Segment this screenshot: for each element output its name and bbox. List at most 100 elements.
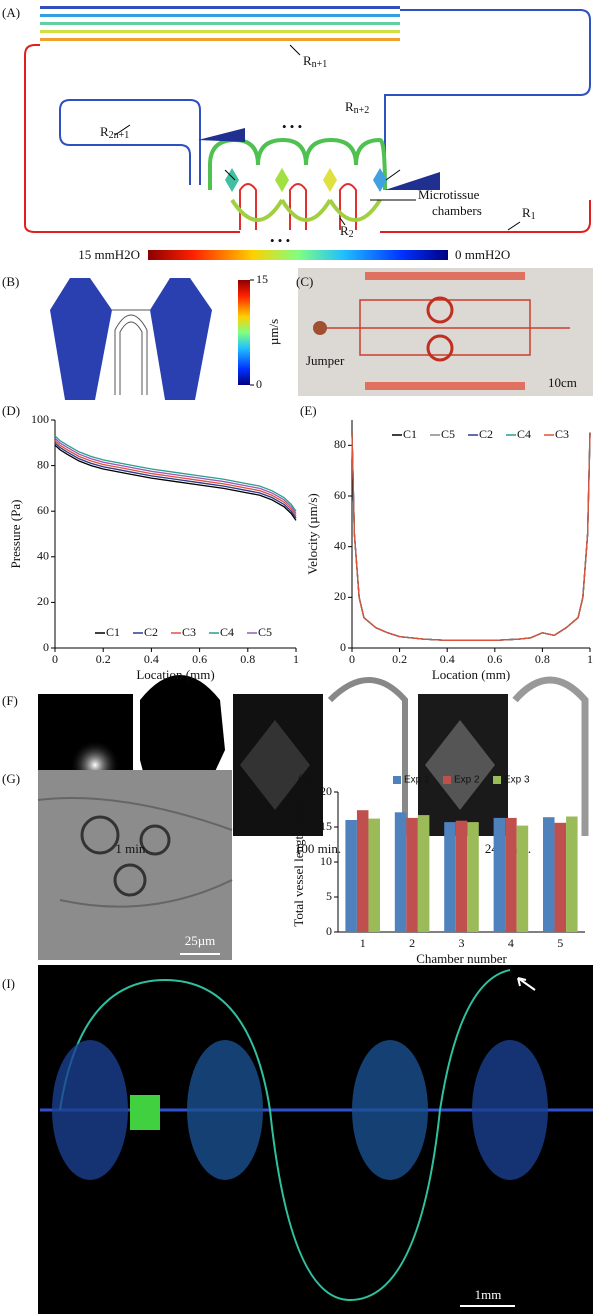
- sub: 1: [531, 211, 536, 222]
- line-series: [54, 444, 297, 521]
- sub: 2n+1: [109, 130, 130, 141]
- panel-label: (I): [2, 976, 15, 991]
- x-axis-label: Location (mm): [136, 667, 214, 682]
- panel-label: (A): [2, 5, 20, 20]
- y-tick-label: 20: [320, 784, 332, 798]
- line-series: [351, 432, 591, 642]
- time-label: 100 min.: [295, 841, 341, 856]
- x-tick-label: 1: [587, 652, 593, 666]
- x-tick-label: 0.4: [440, 652, 455, 666]
- line-series: [54, 442, 297, 519]
- legend-swatch: [493, 776, 501, 784]
- cell-image: [37, 770, 233, 960]
- bar: [356, 810, 369, 932]
- legend-label: C2: [479, 427, 493, 441]
- x-tick-label: 0.8: [535, 652, 550, 666]
- x-tick-label: 0: [349, 652, 355, 666]
- resistor-label: R1: [522, 205, 536, 222]
- x-tick-label: 0.6: [487, 652, 502, 666]
- bar: [417, 815, 430, 932]
- base: R: [100, 124, 109, 139]
- legend-label: C1: [403, 427, 417, 441]
- ellipsis: • • •: [270, 233, 290, 248]
- y-axis-label: Total vessel length (mm): [291, 797, 306, 926]
- legend-label: C3: [555, 427, 569, 441]
- bar: [368, 818, 380, 932]
- x-tick-label: 0.4: [144, 652, 159, 666]
- scale-label: 10cm: [548, 375, 577, 390]
- photo-label: Jumper: [306, 353, 345, 368]
- line-series: [54, 435, 297, 512]
- legend-swatch: [443, 776, 451, 784]
- scale-label: 1mm: [475, 1287, 502, 1302]
- resistor-label: Rn+2: [345, 99, 369, 116]
- x-tick-label: 2: [409, 936, 415, 950]
- velocity-map: [50, 278, 250, 400]
- chamber-label: Microtissue: [418, 187, 480, 202]
- x-tick-label: 0.2: [392, 652, 407, 666]
- line-series: [351, 432, 591, 642]
- legend-label: C3: [182, 625, 196, 639]
- y-tick-label: 0: [340, 640, 346, 654]
- y-tick-label: 0: [43, 640, 49, 654]
- y-tick-label: 0: [326, 924, 332, 938]
- y-axis-label: Pressure (Pa): [8, 500, 23, 569]
- x-tick-label: 0.6: [192, 652, 207, 666]
- y-tick-label: 5: [326, 889, 332, 903]
- panel-label: (G): [2, 771, 20, 786]
- bar: [455, 820, 468, 932]
- y-tick-label: 60: [37, 503, 49, 517]
- base: R: [345, 99, 354, 114]
- legend-label: Exp 2: [454, 775, 480, 786]
- resistor-label: R2: [340, 223, 354, 240]
- legend-label: C1: [106, 625, 120, 639]
- line-series: [54, 437, 297, 514]
- legend-label: C2: [144, 625, 158, 639]
- y-tick-label: 100: [31, 412, 49, 426]
- time-label: 1 min.: [115, 841, 148, 856]
- sub: n+2: [354, 105, 370, 116]
- y-tick-label: 15: [320, 819, 332, 833]
- colorbar-unit: µm/s: [266, 319, 281, 345]
- x-axis-label: Chamber number: [416, 951, 507, 966]
- bar: [505, 817, 517, 932]
- bar: [493, 817, 506, 932]
- chamber-label: chambers: [432, 203, 482, 218]
- line-series: [351, 432, 591, 642]
- y-tick-label: 20: [37, 594, 49, 608]
- x-tick-label: 0.8: [240, 652, 255, 666]
- colorbar-tick-label: 0: [256, 377, 262, 391]
- line-series: [351, 432, 591, 642]
- legend-label: Exp 1: [404, 775, 430, 786]
- bar: [554, 822, 567, 932]
- base: R: [303, 53, 312, 68]
- bar: [406, 817, 418, 932]
- x-tick-label: 1: [293, 652, 299, 666]
- y-axis-label: Velocity (µm/s): [305, 493, 320, 575]
- x-tick-label: 3: [459, 936, 465, 950]
- legend-swatch: [393, 776, 401, 784]
- panel-label: (D): [2, 403, 20, 418]
- x-tick-label: 5: [557, 936, 563, 950]
- legend-label: C5: [441, 427, 455, 441]
- panel-label: (H): [298, 771, 316, 786]
- y-tick-label: 20: [334, 589, 346, 603]
- ellipsis: • • •: [282, 119, 302, 134]
- fluorescence-image: [38, 965, 593, 1314]
- resistor-label: Rn+1: [303, 53, 327, 70]
- y-tick-label: 80: [37, 457, 49, 471]
- bar: [345, 820, 357, 932]
- bar: [566, 816, 578, 932]
- scale-label: 25µm: [185, 933, 216, 948]
- x-tick-label: 1: [360, 936, 366, 950]
- y-tick-label: 40: [37, 549, 49, 563]
- base: R: [522, 205, 531, 220]
- device-photo: [298, 268, 593, 396]
- x-axis-label: Location (mm): [432, 667, 510, 682]
- resistor-label: R2n+1: [100, 124, 129, 141]
- bar: [516, 825, 529, 932]
- panel-label: (E): [300, 403, 317, 418]
- y-tick-label: 40: [334, 538, 346, 552]
- colorbar-label: 15 mmH2O: [78, 247, 140, 262]
